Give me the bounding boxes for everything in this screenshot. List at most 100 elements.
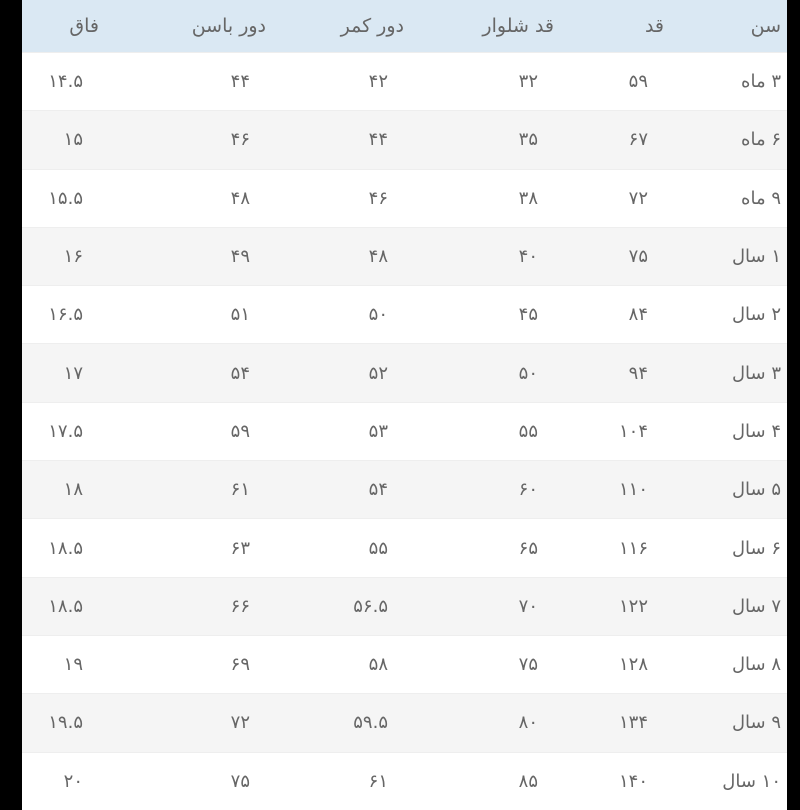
cell-hip: ۴۸ — [105, 168, 272, 228]
size-table-container: سن قد قد شلوار دور کمر دور باسن فاق ۳ ماه ۵۹ ۳۲… — [22, 0, 787, 810]
cell-height: ۷۵ — [560, 226, 670, 286]
cell-height: ۱۰۴ — [560, 401, 670, 461]
table-row: ۶ سال ۱۱۶ ۶۵ ۵۵ ۶۳ ۱۸.۵ — [22, 518, 787, 578]
cell-age: ۵ سال — [670, 460, 787, 519]
cell-rise: ۱۸.۵ — [22, 518, 105, 578]
cell-hip: ۶۳ — [105, 518, 272, 578]
cell-height: ۵۹ — [560, 51, 670, 111]
cell-height: ۱۲۸ — [560, 634, 670, 694]
header-waist: دور کمر — [272, 0, 410, 53]
table-row: ۲ سال ۸۴ ۴۵ ۵۰ ۵۱ ۱۶.۵ — [22, 285, 787, 344]
cell-pants-length: ۳۲ — [410, 51, 560, 111]
cell-pants-length: ۸۵ — [410, 751, 560, 810]
cell-height: ۷۲ — [560, 168, 670, 228]
cell-waist: ۴۲ — [272, 51, 410, 111]
cell-rise: ۱۹ — [22, 634, 105, 694]
cell-rise: ۱۷.۵ — [22, 401, 105, 461]
cell-pants-length: ۸۰ — [410, 693, 560, 753]
cell-height: ۶۷ — [560, 110, 670, 170]
cell-pants-length: ۶۰ — [410, 460, 560, 519]
cell-hip: ۶۹ — [105, 634, 272, 694]
cell-rise: ۱۴.۵ — [22, 51, 105, 111]
header-height: قد — [560, 0, 670, 53]
cell-height: ۱۴۰ — [560, 751, 670, 810]
cell-hip: ۴۴ — [105, 51, 272, 111]
cell-height: ۱۳۴ — [560, 693, 670, 753]
cell-age: ۷ سال — [670, 576, 787, 636]
table-row: ۶ ماه ۶۷ ۳۵ ۴۴ ۴۶ ۱۵ — [22, 110, 787, 170]
table-row: ۳ سال ۹۴ ۵۰ ۵۲ ۵۴ ۱۷ — [22, 343, 787, 403]
cell-age: ۱ سال — [670, 226, 787, 286]
cell-age: ۶ ماه — [670, 110, 787, 170]
cell-rise: ۲۰ — [22, 751, 105, 810]
cell-waist: ۴۴ — [272, 110, 410, 170]
table-row: ۹ ماه ۷۲ ۳۸ ۴۶ ۴۸ ۱۵.۵ — [22, 168, 787, 228]
cell-rise: ۱۹.۵ — [22, 693, 105, 753]
header-age: سن — [670, 0, 787, 53]
cell-height: ۸۴ — [560, 285, 670, 344]
cell-age: ۲ سال — [670, 285, 787, 344]
cell-hip: ۶۱ — [105, 460, 272, 519]
cell-hip: ۶۶ — [105, 576, 272, 636]
cell-rise: ۱۵.۵ — [22, 168, 105, 228]
cell-waist: ۵۰ — [272, 285, 410, 344]
table-row: ۹ سال ۱۳۴ ۸۰ ۵۹.۵ ۷۲ ۱۹.۵ — [22, 693, 787, 753]
cell-waist: ۴۶ — [272, 168, 410, 228]
cell-age: ۸ سال — [670, 634, 787, 694]
header-hip: دور باسن — [105, 0, 272, 53]
cell-height: ۱۲۲ — [560, 576, 670, 636]
cell-pants-length: ۶۵ — [410, 518, 560, 578]
cell-waist: ۵۳ — [272, 401, 410, 461]
cell-waist: ۵۲ — [272, 343, 410, 403]
table-row: ۵ سال ۱۱۰ ۶۰ ۵۴ ۶۱ ۱۸ — [22, 460, 787, 519]
table-row: ۸ سال ۱۲۸ ۷۵ ۵۸ ۶۹ ۱۹ — [22, 634, 787, 694]
cell-waist: ۵۹.۵ — [272, 693, 410, 753]
cell-hip: ۷۲ — [105, 693, 272, 753]
cell-height: ۱۱۰ — [560, 460, 670, 519]
cell-rise: ۱۸.۵ — [22, 576, 105, 636]
cell-waist: ۵۸ — [272, 634, 410, 694]
cell-waist: ۵۴ — [272, 460, 410, 519]
cell-age: ۶ سال — [670, 518, 787, 578]
cell-pants-length: ۳۵ — [410, 110, 560, 170]
header-pants-length: قد شلوار — [410, 0, 560, 53]
cell-pants-length: ۴۵ — [410, 285, 560, 344]
cell-height: ۱۱۶ — [560, 518, 670, 578]
cell-rise: ۱۶ — [22, 226, 105, 286]
cell-pants-length: ۵۰ — [410, 343, 560, 403]
cell-pants-length: ۷۵ — [410, 634, 560, 694]
header-row: سن قد قد شلوار دور کمر دور باسن فاق — [22, 0, 787, 53]
cell-hip: ۵۹ — [105, 401, 272, 461]
cell-pants-length: ۴۰ — [410, 226, 560, 286]
cell-pants-length: ۵۵ — [410, 401, 560, 461]
cell-rise: ۱۸ — [22, 460, 105, 519]
cell-age: ۳ سال — [670, 343, 787, 403]
cell-hip: ۴۹ — [105, 226, 272, 286]
table-row: ۴ سال ۱۰۴ ۵۵ ۵۳ ۵۹ ۱۷.۵ — [22, 401, 787, 461]
cell-rise: ۱۶.۵ — [22, 285, 105, 344]
cell-age: ۱۰ سال — [670, 751, 787, 810]
cell-hip: ۵۱ — [105, 285, 272, 344]
cell-height: ۹۴ — [560, 343, 670, 403]
cell-rise: ۱۵ — [22, 110, 105, 170]
cell-pants-length: ۳۸ — [410, 168, 560, 228]
size-chart-table: سن قد قد شلوار دور کمر دور باسن فاق ۳ ماه ۵۹ ۳۲… — [22, 0, 787, 810]
cell-pants-length: ۷۰ — [410, 576, 560, 636]
table-row: ۳ ماه ۵۹ ۳۲ ۴۲ ۴۴ ۱۴.۵ — [22, 51, 787, 111]
cell-waist: ۵۶.۵ — [272, 576, 410, 636]
table-row: ۱۰ سال ۱۴۰ ۸۵ ۶۱ ۷۵ ۲۰ — [22, 751, 787, 810]
cell-waist: ۵۵ — [272, 518, 410, 578]
cell-age: ۴ سال — [670, 401, 787, 461]
cell-age: ۹ ماه — [670, 168, 787, 228]
cell-hip: ۴۶ — [105, 110, 272, 170]
cell-rise: ۱۷ — [22, 343, 105, 403]
cell-hip: ۷۵ — [105, 751, 272, 810]
table-row: ۱ سال ۷۵ ۴۰ ۴۸ ۴۹ ۱۶ — [22, 226, 787, 286]
cell-waist: ۴۸ — [272, 226, 410, 286]
cell-hip: ۵۴ — [105, 343, 272, 403]
header-rise: فاق — [22, 0, 105, 53]
table-row: ۷ سال ۱۲۲ ۷۰ ۵۶.۵ ۶۶ ۱۸.۵ — [22, 576, 787, 636]
cell-waist: ۶۱ — [272, 751, 410, 810]
cell-age: ۹ سال — [670, 693, 787, 753]
cell-age: ۳ ماه — [670, 51, 787, 111]
